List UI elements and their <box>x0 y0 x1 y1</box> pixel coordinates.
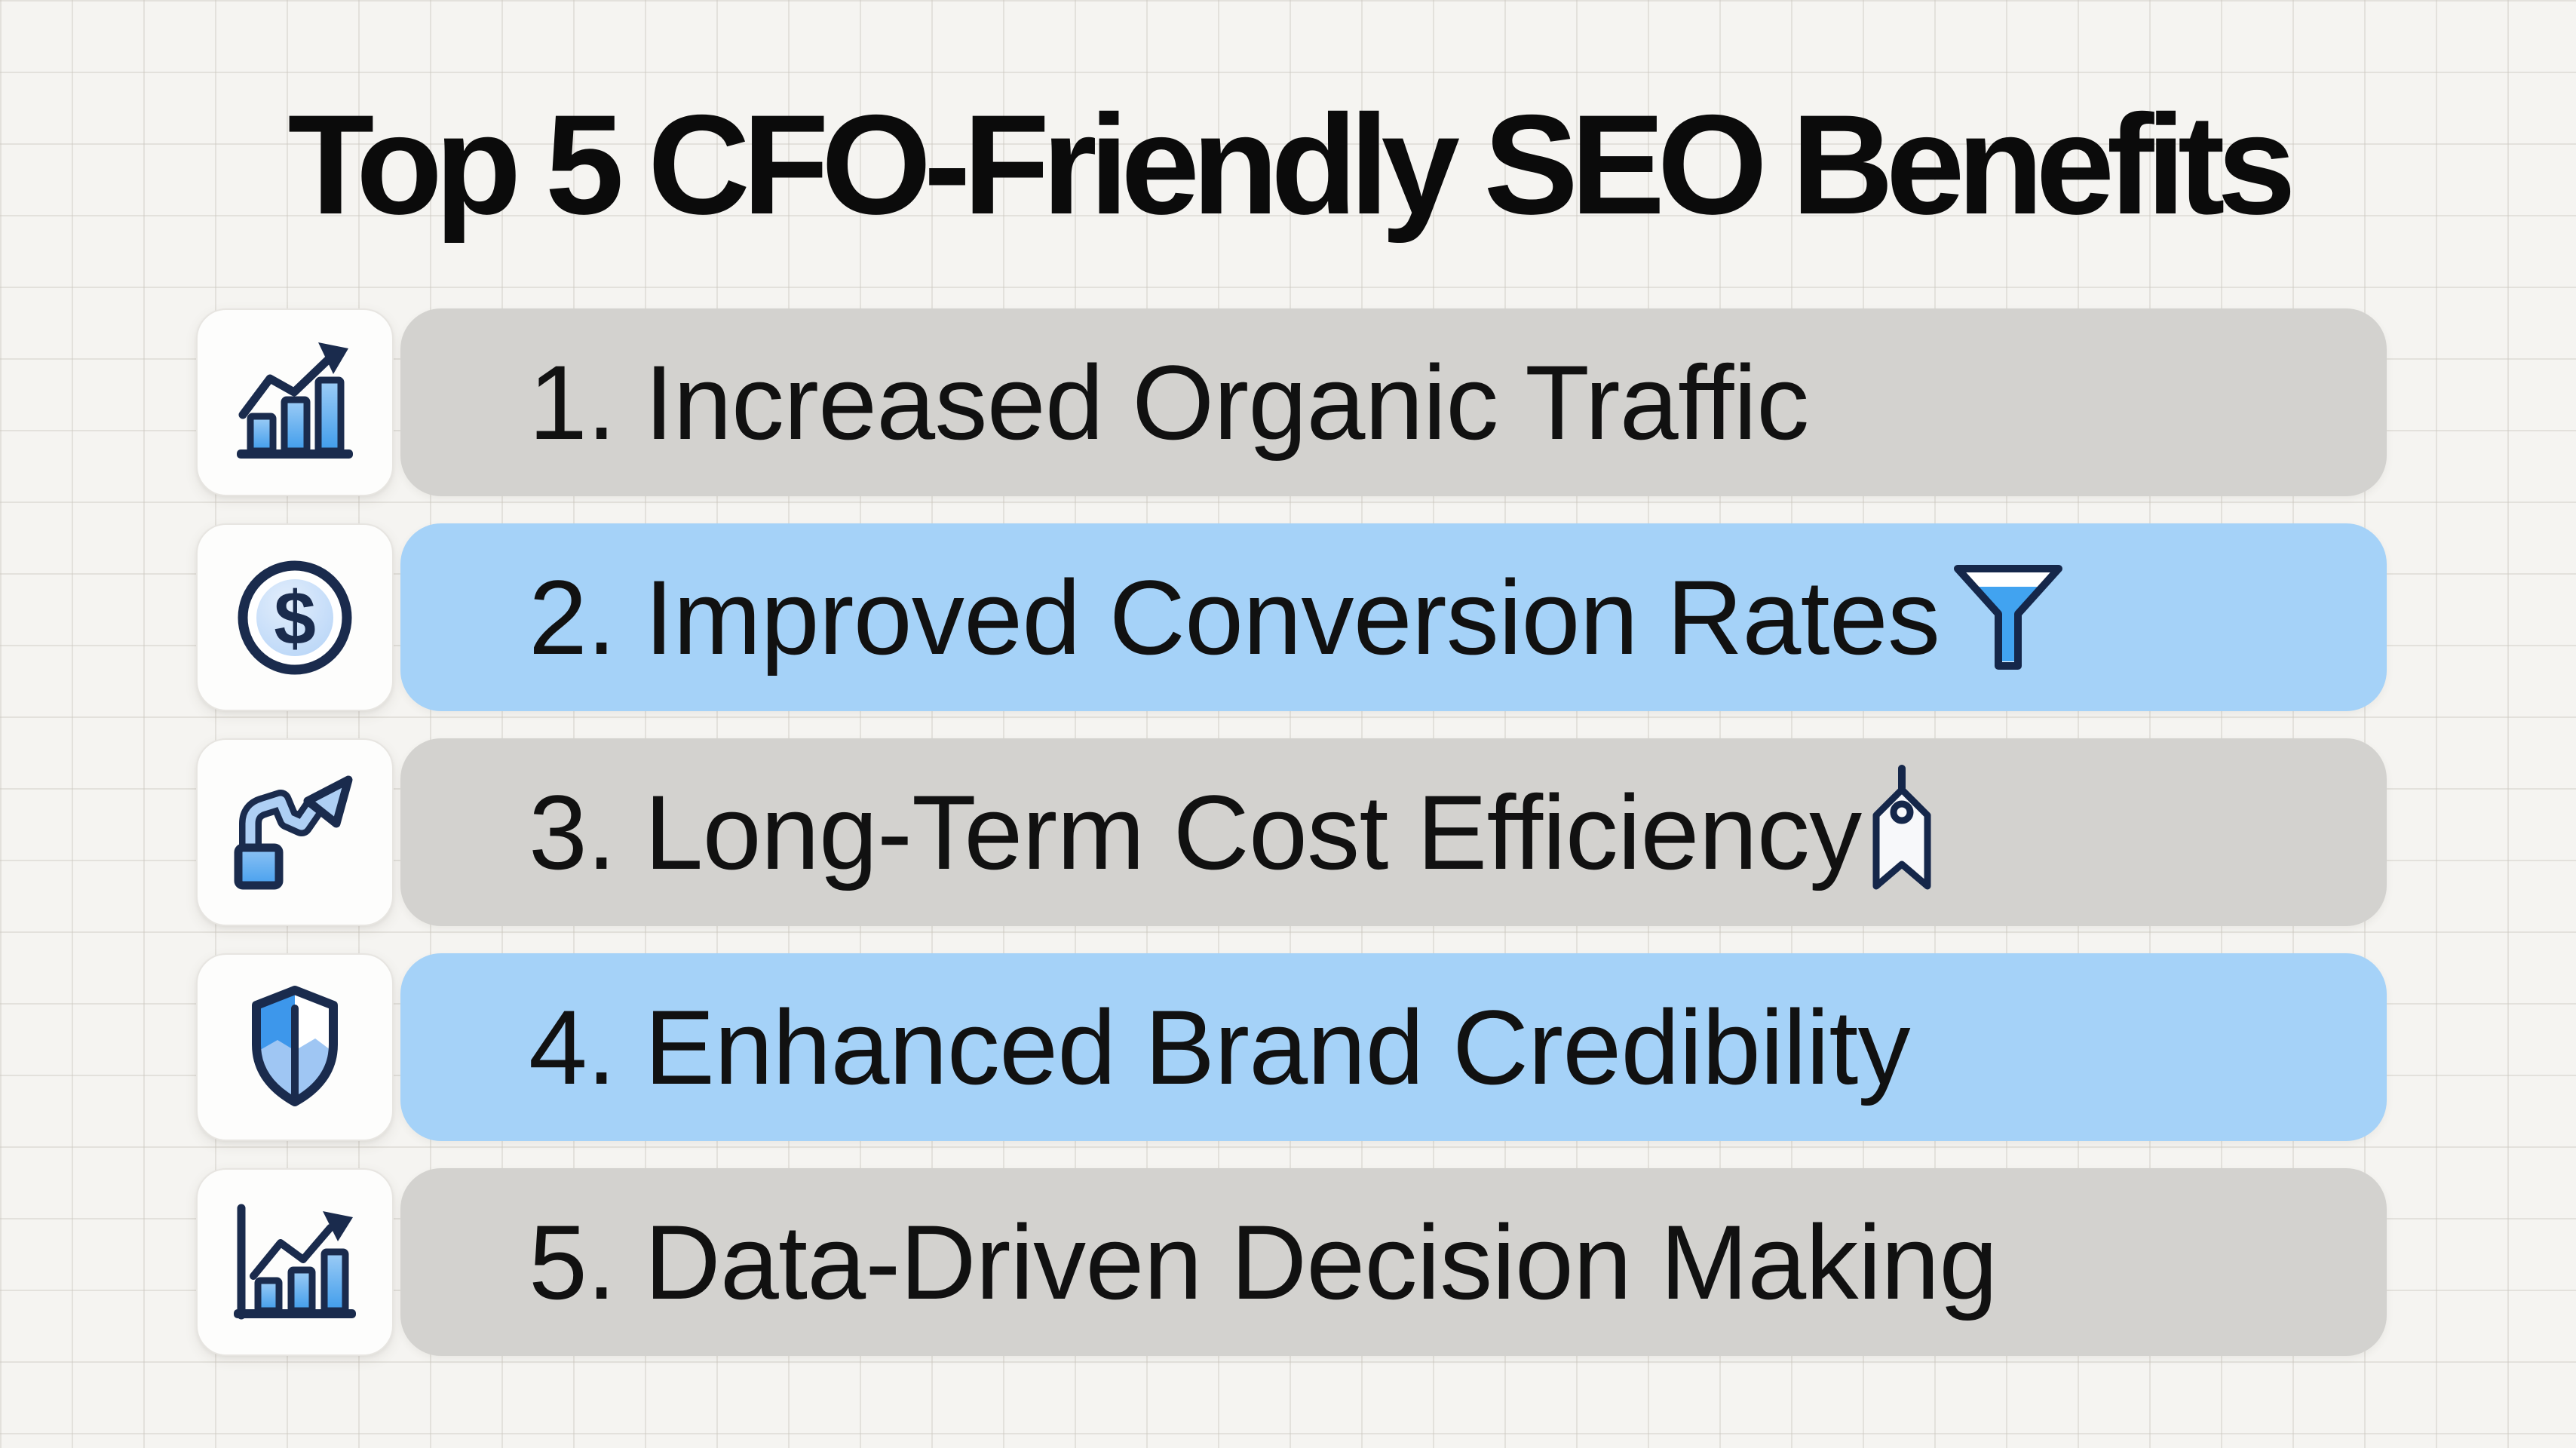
svg-text:$: $ <box>274 576 316 661</box>
funnel-icon <box>1952 563 2065 672</box>
shield-icon <box>223 983 366 1112</box>
page-title: Top 5 CFO-Friendly SEO Benefits <box>287 85 2296 244</box>
icon-card-1 <box>196 308 394 496</box>
benefit-text-1: 1. Increased Organic Traffic <box>529 342 1809 462</box>
benefit-bar-1: 1. Increased Organic Traffic <box>400 308 2387 496</box>
benefit-row-1: 1. Increased Organic Traffic <box>196 308 2387 496</box>
benefits-list: 1. Increased Organic Traffic $ <box>196 308 2387 1356</box>
price-tag-icon <box>1872 764 1932 892</box>
benefit-text-4: 4. Enhanced Brand Credibility <box>529 987 1911 1106</box>
benefit-bar-4: 4. Enhanced Brand Credibility <box>400 953 2387 1141</box>
bar-chart-axis-icon <box>223 1198 366 1327</box>
benefit-bar-5: 5. Data-Driven Decision Making <box>400 1168 2387 1356</box>
bar-chart-trend-icon <box>223 338 366 468</box>
icon-card-4 <box>196 953 394 1141</box>
benefit-text-2: 2. Improved Conversion Rates <box>529 557 1940 676</box>
icon-card-3 <box>196 738 394 926</box>
growth-arrow-icon <box>223 768 366 897</box>
benefit-row-4: 4. Enhanced Brand Credibility <box>196 953 2387 1141</box>
benefit-text-5: 5. Data-Driven Decision Making <box>529 1202 1998 1321</box>
benefit-text-3: 3. Long-Term Cost Efficiency <box>529 772 1862 891</box>
benefit-row-2: $ 2. Improved Conversion Rates <box>196 523 2387 711</box>
benefit-row-5: 5. Data-Driven Decision Making <box>196 1168 2387 1356</box>
benefit-row-3: 3. Long-Term Cost Efficiency <box>196 738 2387 926</box>
benefit-bar-3: 3. Long-Term Cost Efficiency <box>400 738 2387 926</box>
icon-card-2: $ <box>196 523 394 711</box>
dollar-coin-icon: $ <box>235 557 355 678</box>
benefit-bar-2: 2. Improved Conversion Rates <box>400 523 2387 711</box>
icon-card-5 <box>196 1168 394 1356</box>
